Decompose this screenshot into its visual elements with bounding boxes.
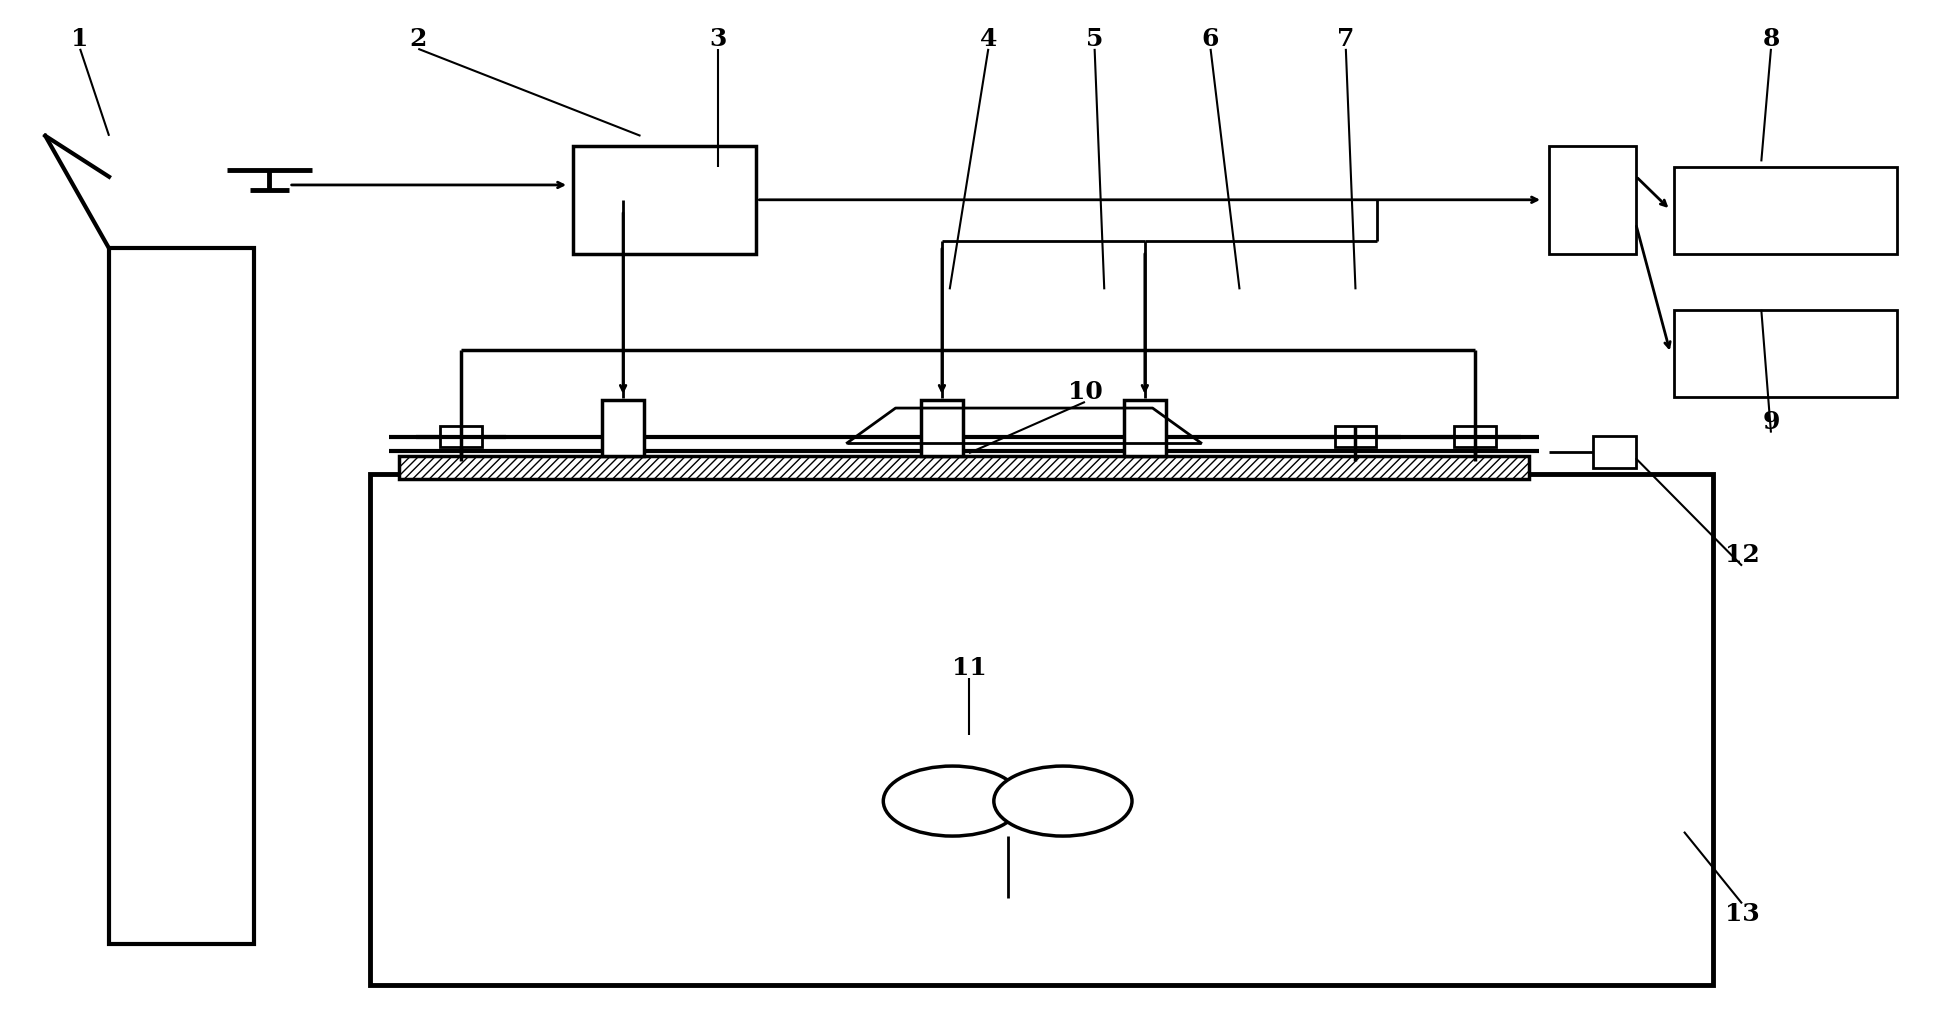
Bar [574,146,756,253]
Bar [399,456,1529,478]
Text: 8: 8 [1762,27,1779,50]
Text: 13: 13 [1725,901,1760,926]
Bar [1124,400,1167,456]
Text: 4: 4 [979,27,996,50]
Bar [603,400,643,456]
Bar [370,473,1713,986]
Text: 7: 7 [1337,27,1355,50]
Bar [1674,310,1897,397]
Text: 9: 9 [1762,411,1779,434]
Bar [1335,426,1376,447]
Bar [921,400,963,456]
Ellipse shape [994,766,1132,837]
Text: 6: 6 [1202,27,1219,50]
Bar [1454,426,1496,447]
Text: 5: 5 [1085,27,1103,50]
Text: 11: 11 [952,657,986,680]
Bar [1548,146,1636,253]
Text: 12: 12 [1725,543,1760,567]
Bar [1674,167,1897,253]
Text: 2: 2 [409,27,426,50]
Bar [399,456,1529,478]
Text: 3: 3 [709,27,727,50]
Text: 10: 10 [1068,380,1103,403]
Bar [109,248,254,945]
Bar [440,426,483,447]
Bar [1593,435,1636,468]
Ellipse shape [884,766,1021,837]
Text: 1: 1 [72,27,89,50]
